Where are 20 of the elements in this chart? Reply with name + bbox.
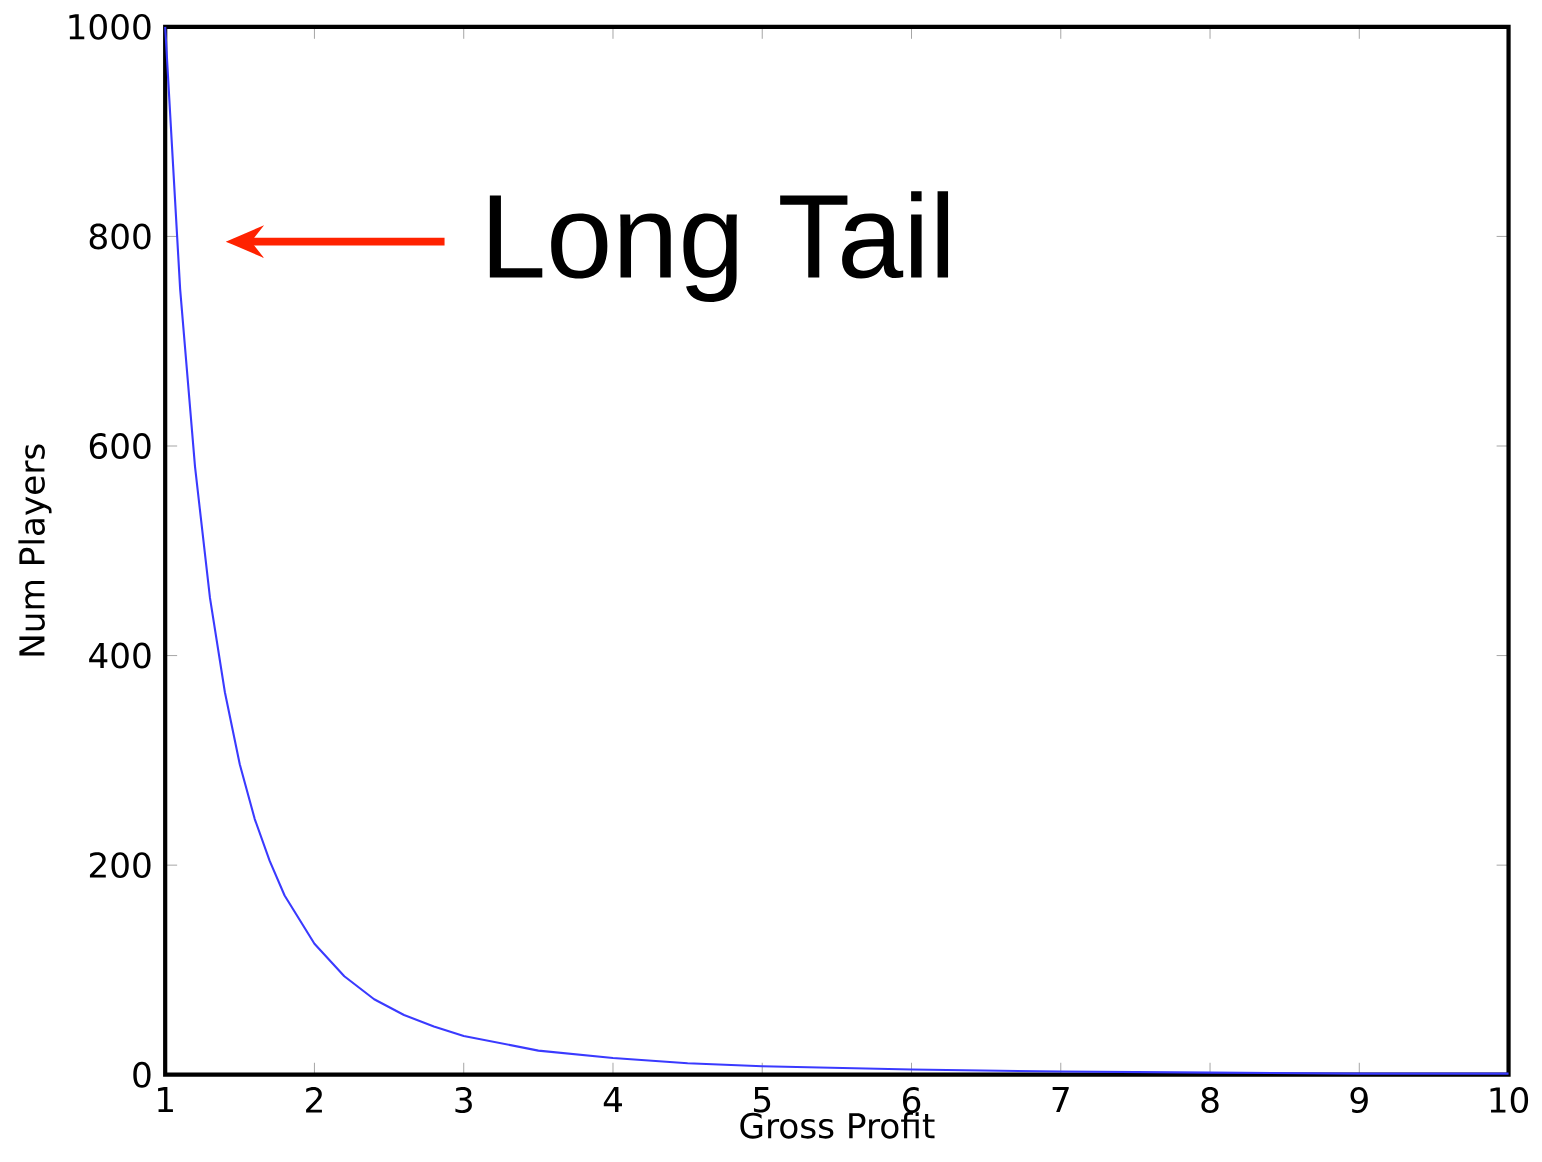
x-axis-title: Gross Profit bbox=[740, 1111, 935, 1139]
x-tick-label: 1 bbox=[158, 1086, 173, 1112]
y-tick-label: 1000 bbox=[69, 13, 151, 40]
x-tick-label: 2 bbox=[306, 1086, 322, 1113]
x-tick-label: 4 bbox=[603, 1086, 622, 1112]
x-tick-label: 5 bbox=[753, 1086, 771, 1113]
x-tick-label: 3 bbox=[455, 1086, 472, 1113]
y-axis-title: Num Players bbox=[18, 444, 52, 656]
x-tick-label: 7 bbox=[1052, 1086, 1069, 1112]
y-tick-label: 400 bbox=[89, 642, 151, 669]
y-tick-label: 600 bbox=[89, 432, 151, 459]
x-tick-label: 9 bbox=[1350, 1086, 1368, 1113]
y-tick-label: 0 bbox=[133, 1061, 151, 1088]
y-tick-label: 800 bbox=[89, 223, 151, 250]
x-tick-label: 8 bbox=[1201, 1086, 1219, 1113]
x-tick-label: 10 bbox=[1490, 1086, 1529, 1113]
annotation: Long Tail bbox=[489, 191, 949, 302]
x-tick-label: 6 bbox=[903, 1086, 921, 1113]
y-tick-label: 200 bbox=[89, 852, 151, 878]
line-series bbox=[164, 25, 1510, 1075]
